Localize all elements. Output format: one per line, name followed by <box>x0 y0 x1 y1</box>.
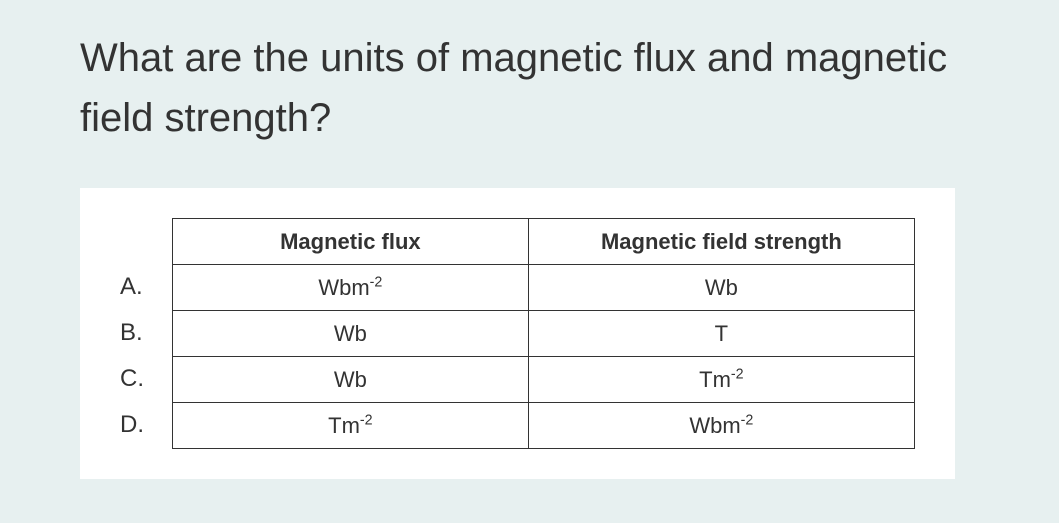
row-label-c: C. <box>120 356 160 402</box>
question-text: What are the units of magnetic flux and … <box>80 28 979 148</box>
cell-d-field: Wbm-2 <box>528 403 914 449</box>
table-wrapper: A. B. C. D. Magnetic flux Magnetic field… <box>120 218 915 449</box>
table-header-row: Magnetic flux Magnetic field strength <box>173 219 915 265</box>
cell-a-field: Wb <box>528 265 914 311</box>
row-label-a: A. <box>120 264 160 310</box>
cell-c-flux: Wb <box>173 357 529 403</box>
cell-b-flux: Wb <box>173 311 529 357</box>
header-magnetic-field-strength: Magnetic field strength <box>528 219 914 265</box>
options-card: A. B. C. D. Magnetic flux Magnetic field… <box>80 188 955 479</box>
row-labels-column: A. B. C. D. <box>120 218 160 448</box>
row-label-d: D. <box>120 402 160 448</box>
cell-a-flux: Wbm-2 <box>173 265 529 311</box>
row-label-b: B. <box>120 310 160 356</box>
cell-d-flux: Tm-2 <box>173 403 529 449</box>
table-row: Wb Tm-2 <box>173 357 915 403</box>
cell-b-field: T <box>528 311 914 357</box>
cell-c-field: Tm-2 <box>528 357 914 403</box>
header-magnetic-flux: Magnetic flux <box>173 219 529 265</box>
table-row: Wbm-2 Wb <box>173 265 915 311</box>
table-row: Tm-2 Wbm-2 <box>173 403 915 449</box>
units-table: Magnetic flux Magnetic field strength Wb… <box>172 218 915 449</box>
table-row: Wb T <box>173 311 915 357</box>
